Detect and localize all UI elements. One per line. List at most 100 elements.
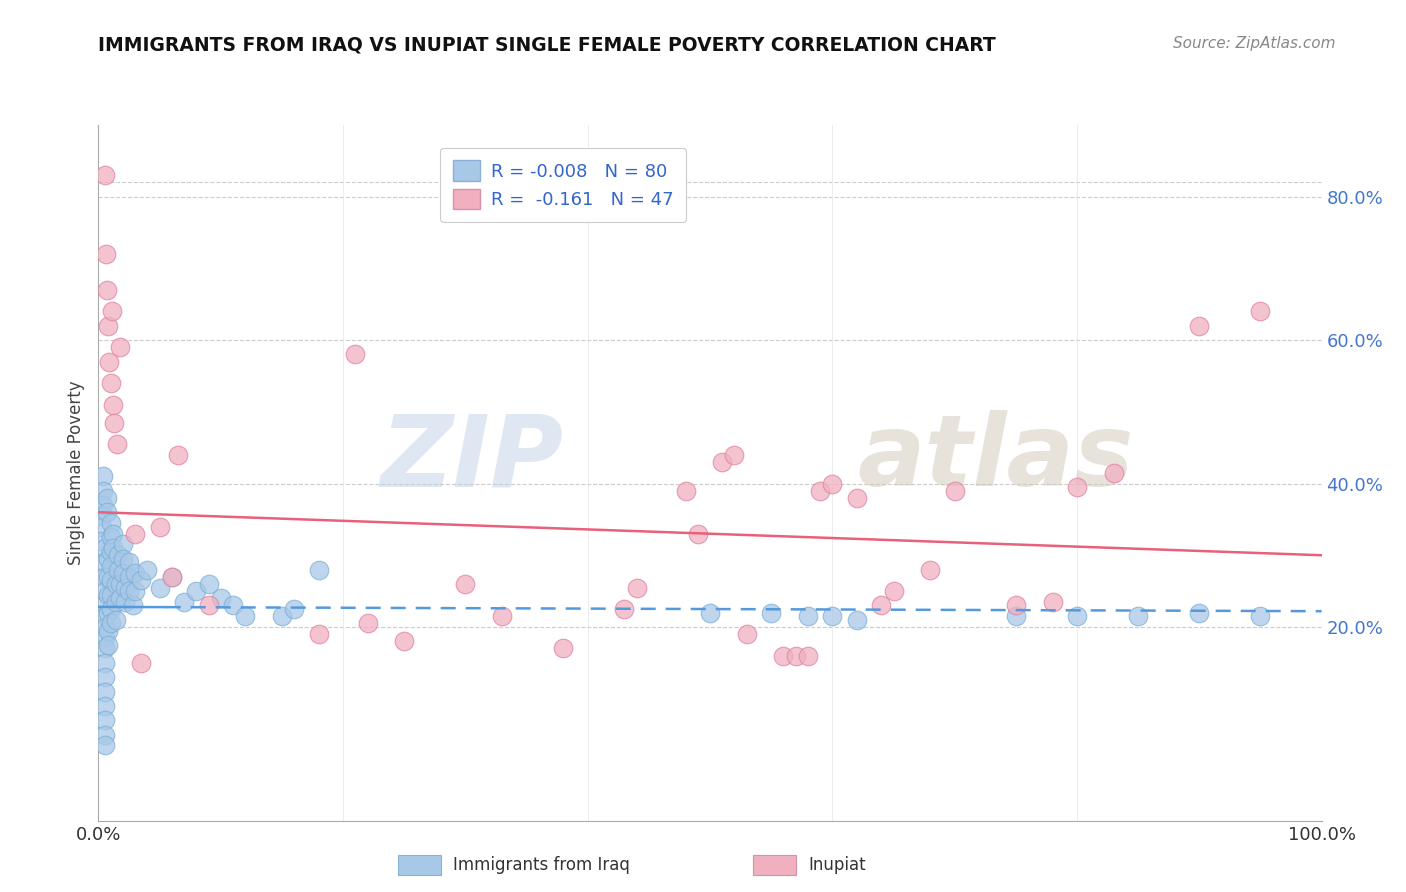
Point bbox=[735, 627, 758, 641]
Point bbox=[93, 739, 115, 753]
Point bbox=[96, 283, 118, 297]
Point bbox=[808, 483, 831, 498]
Legend: R = -0.008   N = 80, R =  -0.161   N = 47: R = -0.008 N = 80, R = -0.161 N = 47 bbox=[440, 148, 686, 222]
Point bbox=[104, 613, 127, 627]
Point bbox=[97, 638, 120, 652]
Point bbox=[699, 606, 721, 620]
Point bbox=[233, 609, 256, 624]
Point bbox=[114, 595, 136, 609]
Point bbox=[1249, 609, 1271, 624]
Point bbox=[149, 581, 172, 595]
Point bbox=[1188, 318, 1211, 333]
Point bbox=[93, 728, 115, 742]
Point bbox=[100, 574, 122, 588]
Point bbox=[883, 584, 905, 599]
Point bbox=[111, 566, 134, 581]
Text: Inupiat: Inupiat bbox=[808, 856, 866, 874]
Point bbox=[118, 584, 141, 599]
Point bbox=[91, 508, 114, 523]
Point bbox=[91, 498, 114, 512]
Point bbox=[1004, 599, 1026, 613]
Point bbox=[93, 609, 115, 624]
Text: Immigrants from Iraq: Immigrants from Iraq bbox=[453, 856, 630, 874]
Point bbox=[124, 526, 146, 541]
Point bbox=[124, 566, 146, 581]
Bar bbox=[752, 855, 796, 875]
Point bbox=[91, 533, 114, 548]
Point bbox=[93, 620, 115, 634]
Point bbox=[686, 526, 709, 541]
Point bbox=[121, 599, 143, 613]
Point bbox=[723, 448, 745, 462]
Point bbox=[91, 483, 114, 498]
Point bbox=[491, 609, 513, 624]
Point bbox=[1128, 609, 1150, 624]
Point bbox=[98, 354, 121, 368]
Point bbox=[1042, 595, 1064, 609]
Point bbox=[392, 634, 416, 648]
Point bbox=[105, 437, 128, 451]
Point bbox=[1188, 606, 1211, 620]
Point bbox=[96, 491, 118, 505]
Point bbox=[149, 519, 172, 533]
Point bbox=[845, 613, 868, 627]
Point bbox=[186, 584, 208, 599]
Point bbox=[454, 577, 477, 591]
Point bbox=[308, 563, 330, 577]
Point bbox=[107, 548, 129, 562]
Point bbox=[97, 318, 120, 333]
Point bbox=[197, 577, 219, 591]
Point bbox=[1066, 609, 1088, 624]
Point bbox=[97, 570, 120, 584]
Text: IMMIGRANTS FROM IRAQ VS INUPIAT SINGLE FEMALE POVERTY CORRELATION CHART: IMMIGRANTS FROM IRAQ VS INUPIAT SINGLE F… bbox=[98, 36, 997, 54]
Point bbox=[308, 627, 330, 641]
Point bbox=[160, 570, 183, 584]
Point bbox=[101, 541, 124, 555]
Point bbox=[101, 526, 124, 541]
Point bbox=[97, 606, 120, 620]
Point bbox=[93, 670, 115, 684]
Point bbox=[344, 347, 367, 361]
Point bbox=[797, 609, 820, 624]
Point bbox=[93, 541, 115, 555]
Point bbox=[356, 616, 378, 631]
Point bbox=[100, 530, 122, 544]
Point bbox=[173, 595, 195, 609]
Point bbox=[100, 376, 122, 390]
Point bbox=[104, 577, 127, 591]
Point bbox=[167, 448, 190, 462]
Point bbox=[93, 698, 115, 713]
Point bbox=[111, 537, 134, 551]
Point bbox=[107, 563, 129, 577]
Point bbox=[91, 519, 114, 533]
Point bbox=[118, 556, 141, 570]
Point bbox=[97, 624, 120, 638]
Point bbox=[1004, 609, 1026, 624]
Point bbox=[209, 591, 232, 606]
Point bbox=[104, 595, 127, 609]
Point bbox=[101, 398, 124, 412]
Point bbox=[920, 563, 942, 577]
Point bbox=[103, 416, 125, 430]
Point bbox=[821, 609, 844, 624]
Point bbox=[270, 609, 294, 624]
Point bbox=[136, 563, 159, 577]
Point bbox=[943, 483, 966, 498]
Point bbox=[111, 551, 134, 566]
Point bbox=[93, 641, 115, 656]
Point bbox=[283, 602, 305, 616]
Point bbox=[222, 599, 245, 613]
Point bbox=[797, 648, 820, 663]
Point bbox=[821, 476, 844, 491]
Point bbox=[772, 648, 794, 663]
Point bbox=[1249, 304, 1271, 318]
Point bbox=[93, 713, 115, 727]
Point bbox=[761, 606, 783, 620]
Point bbox=[100, 588, 122, 602]
Point bbox=[100, 616, 122, 631]
Point bbox=[870, 599, 893, 613]
Point bbox=[110, 577, 132, 591]
Point bbox=[93, 168, 115, 182]
Point bbox=[160, 570, 183, 584]
Point bbox=[613, 602, 636, 616]
